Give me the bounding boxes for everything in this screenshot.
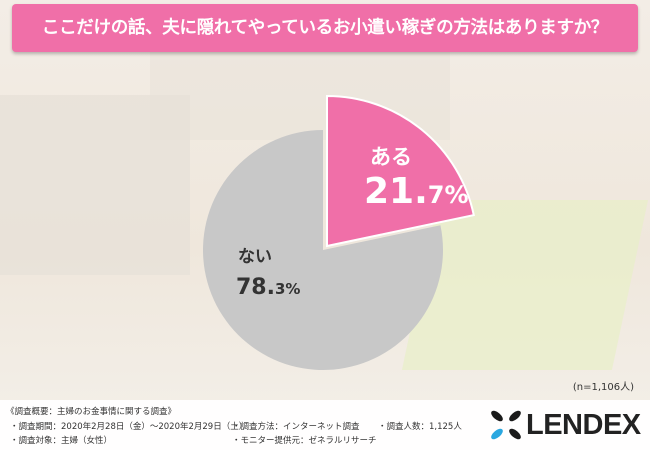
survey-provider: ・モニター提供元：ゼネラルリサーチ: [232, 436, 377, 446]
logo-mark-icon: [491, 410, 521, 440]
survey-heading: 《調査概要：主婦のお金事情に関する調査》: [6, 407, 177, 417]
lendex-logo: LENDEX: [488, 407, 643, 443]
survey-count: ・調査人数：1,125人: [378, 422, 462, 432]
pie-slice-aru: [326, 94, 475, 248]
survey-footer: 《調査概要：主婦のお金事情に関する調査》 ・調査期間：2020年2月28日（金）…: [0, 400, 650, 450]
logo-text: LENDEX: [526, 409, 641, 441]
survey-target: ・調査対象：主婦（女性）: [10, 436, 113, 446]
slice-label-aru: ある: [370, 145, 412, 169]
sample-size: (n=1,106人): [572, 382, 634, 393]
slice-value-nai: 78.3%: [236, 275, 300, 300]
survey-period: ・調査期間：2020年2月28日（金）～2020年2月29日（土）: [10, 422, 248, 432]
pie-slice-nai: [202, 130, 443, 370]
slice-label-nai: ない: [238, 247, 272, 267]
chart-title: ここだけの話、夫に隠れてやっているお小遣い稼ぎの方法はありますか？: [12, 4, 638, 52]
slice-value-aru: 21.7%: [364, 171, 469, 212]
survey-method: ・調査方法：インターネット調査: [232, 422, 360, 432]
